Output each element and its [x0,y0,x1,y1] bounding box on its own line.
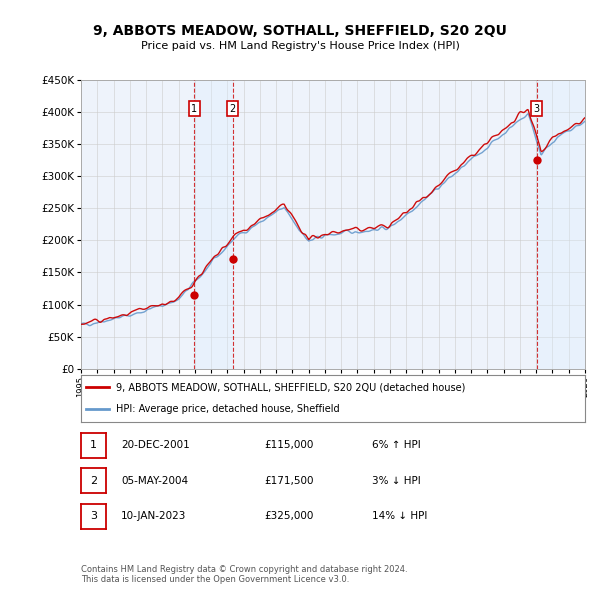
Text: £171,500: £171,500 [264,476,314,486]
Text: 2: 2 [230,104,236,113]
Text: 9, ABBOTS MEADOW, SOTHALL, SHEFFIELD, S20 2QU (detached house): 9, ABBOTS MEADOW, SOTHALL, SHEFFIELD, S2… [116,382,466,392]
Bar [194,80,233,369]
Text: Price paid vs. HM Land Registry's House Price Index (HPI): Price paid vs. HM Land Registry's House … [140,41,460,51]
Text: 14% ↓ HPI: 14% ↓ HPI [372,512,427,521]
Text: 9, ABBOTS MEADOW, SOTHALL, SHEFFIELD, S20 2QU: 9, ABBOTS MEADOW, SOTHALL, SHEFFIELD, S2… [93,24,507,38]
Text: 3: 3 [90,512,97,521]
Text: 1: 1 [90,441,97,450]
Text: 3: 3 [533,104,540,113]
Text: 05-MAY-2004: 05-MAY-2004 [121,476,188,486]
Text: 1: 1 [191,104,197,113]
Text: Contains HM Land Registry data © Crown copyright and database right 2024.
This d: Contains HM Land Registry data © Crown c… [81,565,407,584]
Text: £115,000: £115,000 [264,441,313,450]
Text: HPI: Average price, detached house, Sheffield: HPI: Average price, detached house, Shef… [116,404,340,414]
Text: £325,000: £325,000 [264,512,313,521]
Text: 20-DEC-2001: 20-DEC-2001 [121,441,190,450]
Text: 10-JAN-2023: 10-JAN-2023 [121,512,187,521]
Text: 3% ↓ HPI: 3% ↓ HPI [372,476,421,486]
Bar [537,80,585,369]
Text: 6% ↑ HPI: 6% ↑ HPI [372,441,421,450]
Text: 2: 2 [90,476,97,486]
